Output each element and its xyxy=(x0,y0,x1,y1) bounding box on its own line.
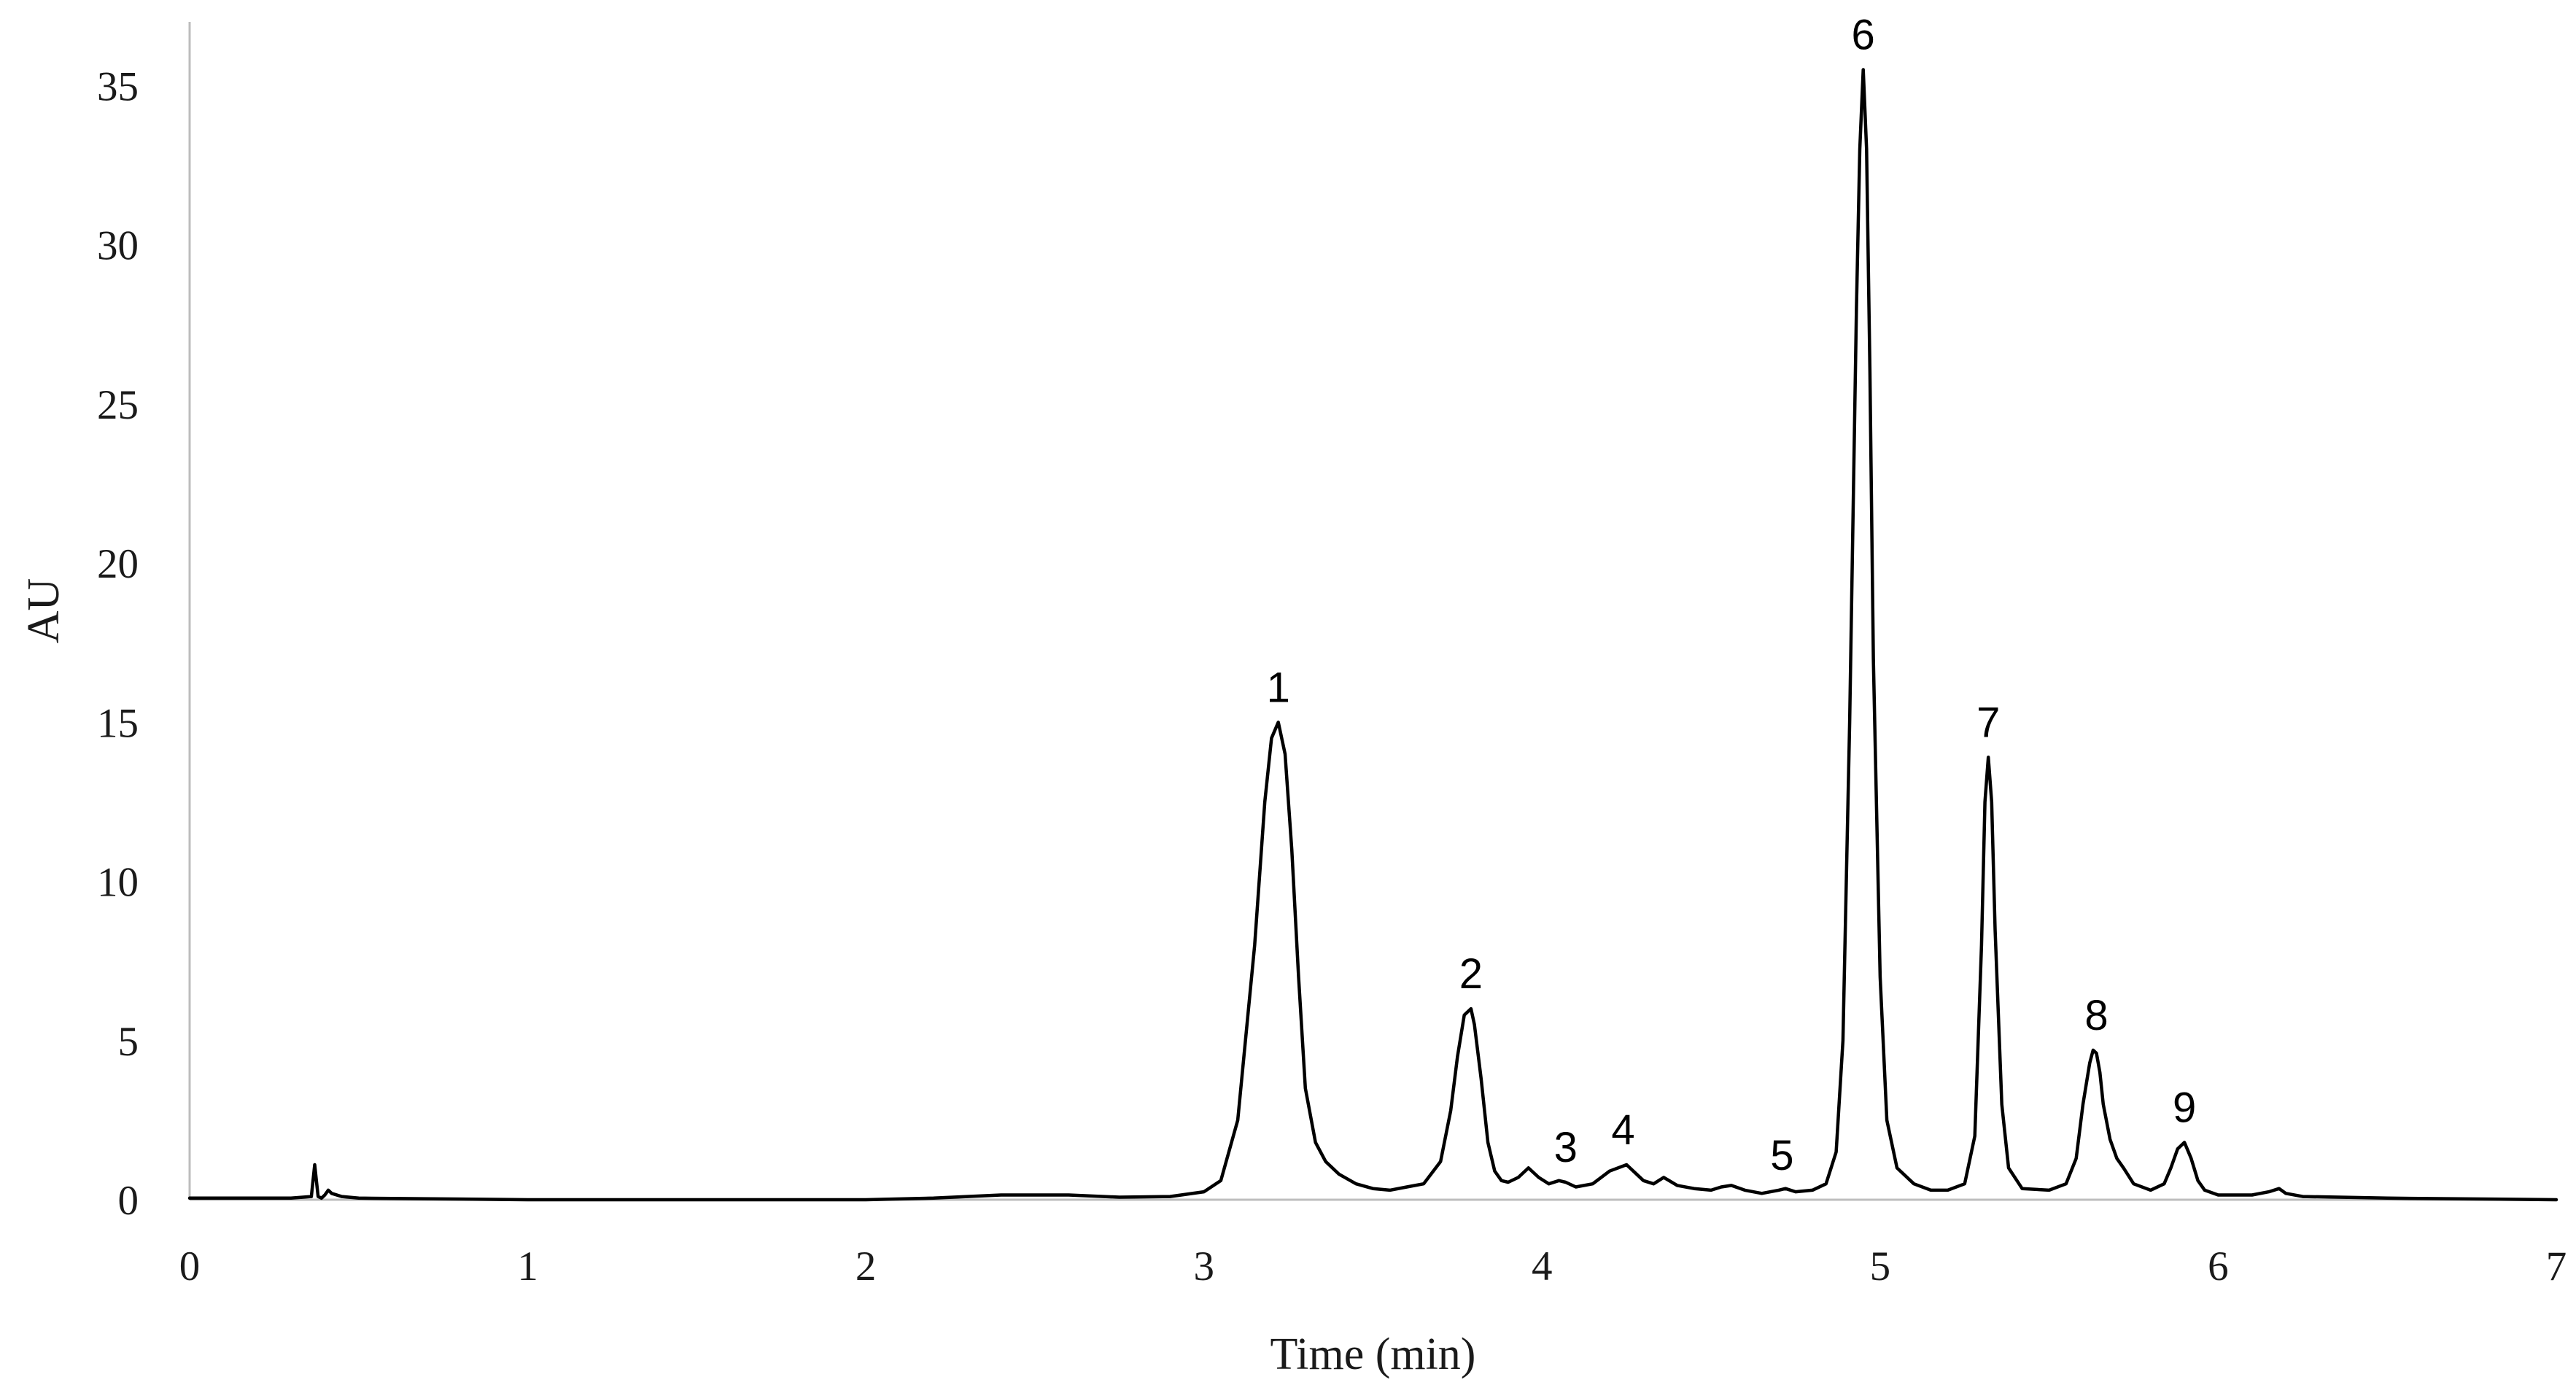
x-tick-label: 7 xyxy=(2546,1243,2567,1289)
x-tick-label: 6 xyxy=(2208,1243,2229,1289)
y-tick-label: 20 xyxy=(97,541,139,587)
x-tick-label: 3 xyxy=(1193,1243,1214,1289)
y-tick-label: 0 xyxy=(118,1178,139,1224)
peak-label: 3 xyxy=(1554,1124,1578,1171)
y-tick-label: 35 xyxy=(97,63,139,109)
x-tick-label: 1 xyxy=(517,1243,538,1289)
peak-label: 4 xyxy=(1611,1106,1634,1154)
y-tick-label: 25 xyxy=(97,382,139,428)
y-tick-label: 10 xyxy=(97,860,139,906)
peak-label: 1 xyxy=(1267,664,1290,711)
x-tick-label: 5 xyxy=(1870,1243,1891,1289)
peak-label: 5 xyxy=(1770,1132,1793,1179)
peak-label: 8 xyxy=(2084,992,2108,1039)
y-tick-label: 15 xyxy=(97,700,139,746)
x-tick-label: 4 xyxy=(1532,1243,1553,1289)
y-tick-label: 30 xyxy=(97,223,139,269)
peak-label: 9 xyxy=(2173,1084,2196,1131)
peak-label: 6 xyxy=(1852,11,1875,58)
peak-label: 2 xyxy=(1459,950,1483,998)
x-tick-label: 2 xyxy=(856,1243,877,1289)
peak-label: 7 xyxy=(1976,699,2000,746)
chromatogram-trace xyxy=(187,68,2558,1202)
y-tick-label: 5 xyxy=(118,1019,139,1065)
x-axis-title: Time (min) xyxy=(1270,1330,1476,1379)
y-axis-title: AU xyxy=(19,578,69,644)
x-tick-label: 0 xyxy=(179,1243,201,1289)
